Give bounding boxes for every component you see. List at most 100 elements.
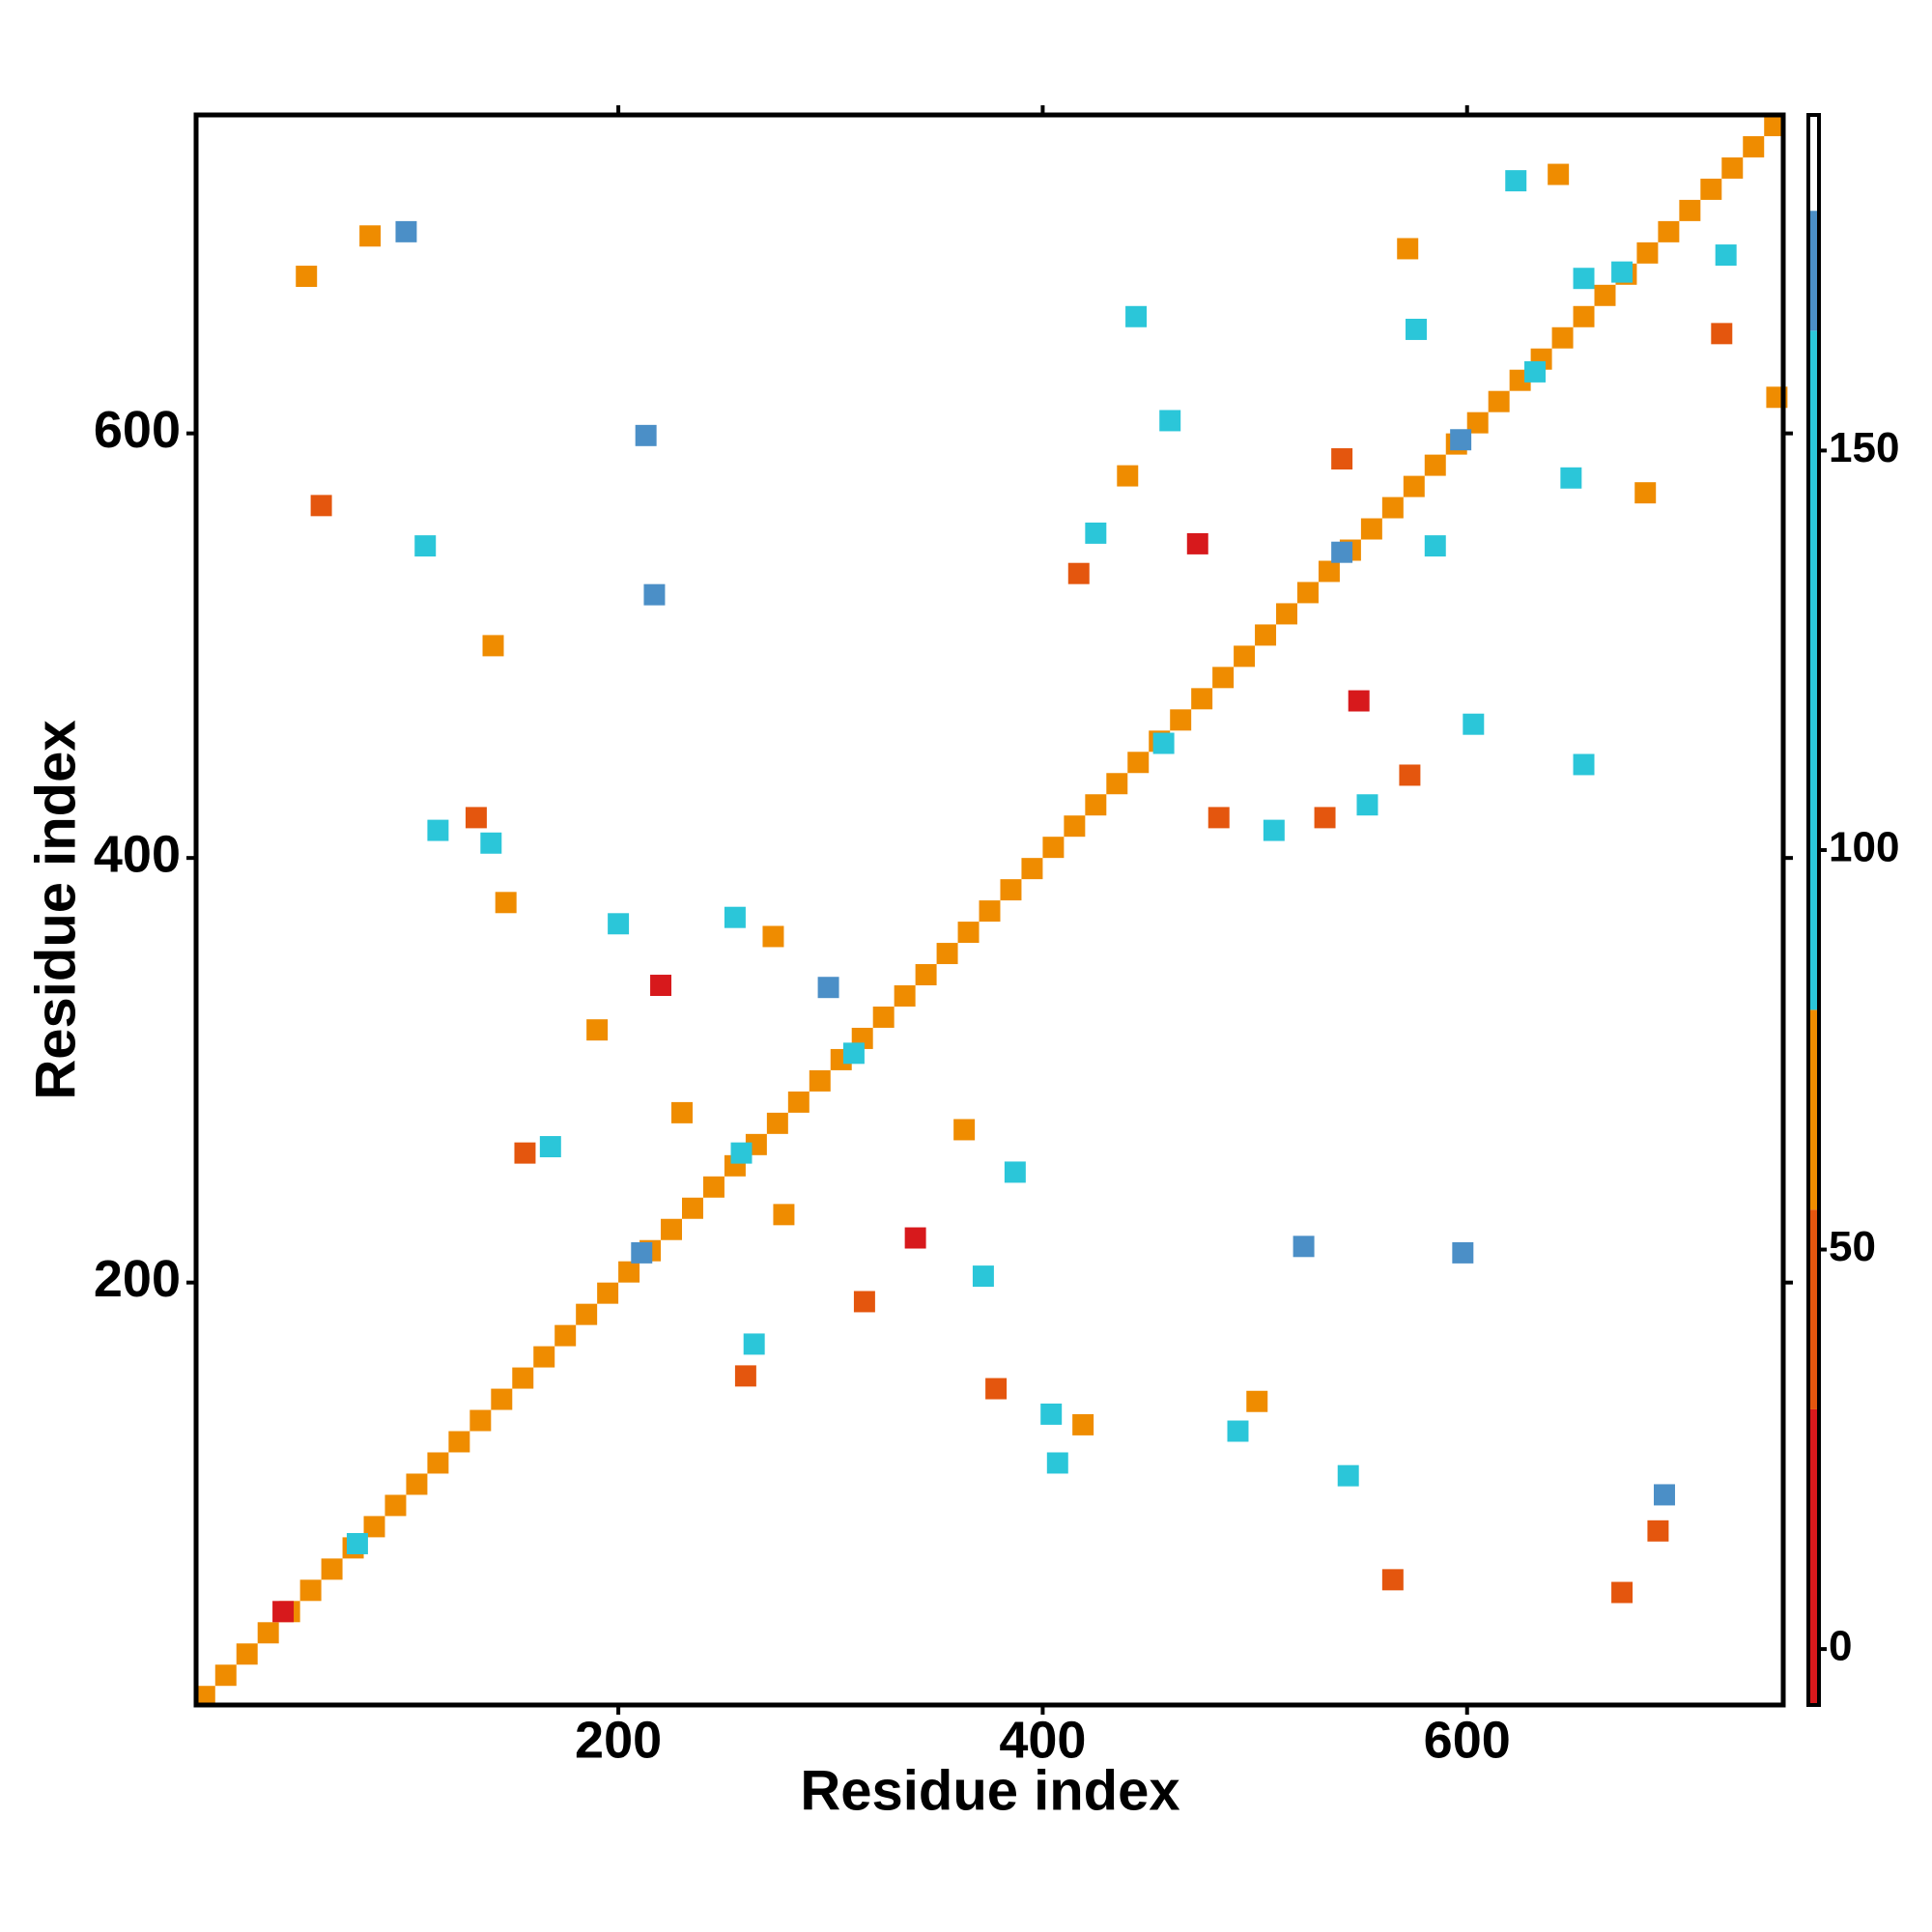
contact — [643, 583, 666, 606]
contact — [682, 1197, 703, 1219]
contact — [853, 1291, 875, 1313]
colorbar-segment — [1808, 1209, 1819, 1409]
colorbar-tick-label: 50 — [1829, 1223, 1876, 1270]
contact — [936, 943, 958, 965]
contact — [1255, 624, 1277, 646]
contact — [539, 1136, 561, 1158]
contact — [272, 1601, 295, 1623]
contact — [514, 1142, 536, 1164]
contact — [1046, 1452, 1068, 1474]
contact — [299, 1579, 322, 1602]
contact — [809, 1069, 831, 1092]
colorbar-tick-label: 100 — [1829, 824, 1899, 871]
contact — [1234, 645, 1256, 668]
contact — [650, 975, 672, 996]
contact — [979, 900, 1001, 923]
contact — [1611, 1581, 1634, 1604]
colorbar-segment — [1808, 1408, 1819, 1705]
contact — [724, 906, 746, 928]
contact — [1403, 475, 1425, 497]
contact — [1293, 1236, 1315, 1258]
y-axis-title: Residue index — [24, 720, 87, 1099]
contact — [1085, 522, 1107, 544]
y-tick-label: 200 — [94, 1250, 181, 1308]
y-tick-label: 600 — [94, 401, 181, 459]
contact — [597, 1282, 619, 1304]
contact — [762, 925, 784, 948]
contact — [1159, 410, 1181, 432]
contact — [702, 1176, 724, 1198]
contact — [1548, 163, 1570, 185]
contact — [985, 1378, 1008, 1400]
contact — [1067, 562, 1090, 584]
contact — [1348, 690, 1370, 712]
contact — [1721, 156, 1744, 179]
contact — [773, 1204, 795, 1226]
contact — [1658, 220, 1680, 242]
contact — [1208, 807, 1230, 829]
contact — [631, 1241, 653, 1264]
contact — [872, 1006, 895, 1028]
contact — [554, 1324, 577, 1347]
contact — [1700, 178, 1722, 200]
contact — [661, 1218, 683, 1240]
contact — [1560, 467, 1582, 489]
contact — [296, 266, 318, 287]
contact — [1594, 284, 1616, 306]
contact — [635, 424, 657, 446]
contact — [894, 985, 916, 1007]
colorbar-segment — [1808, 211, 1819, 331]
contact — [1296, 582, 1319, 604]
contact — [1227, 1420, 1249, 1442]
x-tick-label: 600 — [1424, 1711, 1511, 1769]
contact — [1170, 709, 1192, 731]
contact — [448, 1431, 470, 1453]
contact — [1040, 1403, 1063, 1425]
contact — [1654, 1484, 1675, 1506]
contact — [363, 1516, 385, 1538]
contact — [321, 1558, 343, 1580]
contact — [1399, 764, 1421, 786]
contact — [236, 1643, 258, 1665]
contact — [1634, 482, 1657, 504]
contact — [1424, 454, 1446, 476]
contact — [1573, 268, 1595, 290]
contact — [482, 635, 504, 657]
colorbar-segment — [1808, 330, 1819, 1010]
x-axis-title: Residue index — [800, 1759, 1179, 1822]
contact — [972, 1265, 994, 1288]
contact — [1573, 305, 1595, 327]
contact — [1466, 412, 1489, 434]
contact — [512, 1367, 534, 1389]
contact — [1715, 244, 1737, 267]
contact — [1212, 667, 1235, 689]
contact — [1125, 305, 1148, 327]
contact — [730, 1142, 753, 1164]
colorbar-segment — [1808, 1009, 1819, 1210]
contact — [904, 1227, 926, 1249]
contact — [1488, 390, 1510, 412]
contact — [1042, 837, 1065, 859]
contact — [1463, 713, 1485, 735]
contact — [384, 1494, 407, 1517]
contact — [957, 922, 980, 944]
contact — [414, 535, 437, 557]
contact — [257, 1622, 279, 1644]
contact — [743, 1333, 765, 1355]
contact — [427, 819, 449, 841]
contact — [1117, 465, 1139, 487]
contact — [1450, 429, 1472, 451]
contact — [1764, 115, 1786, 136]
contact — [766, 1112, 788, 1134]
contact — [1064, 815, 1086, 838]
contact — [1679, 199, 1701, 221]
x-tick-label: 400 — [999, 1711, 1086, 1769]
contact — [1337, 1464, 1359, 1487]
colorbar-tick-label: 150 — [1829, 424, 1899, 471]
contact — [359, 225, 382, 247]
contact — [1314, 807, 1336, 829]
y-tick-label: 400 — [94, 825, 181, 883]
contact — [1711, 323, 1733, 345]
contact — [1505, 170, 1527, 192]
